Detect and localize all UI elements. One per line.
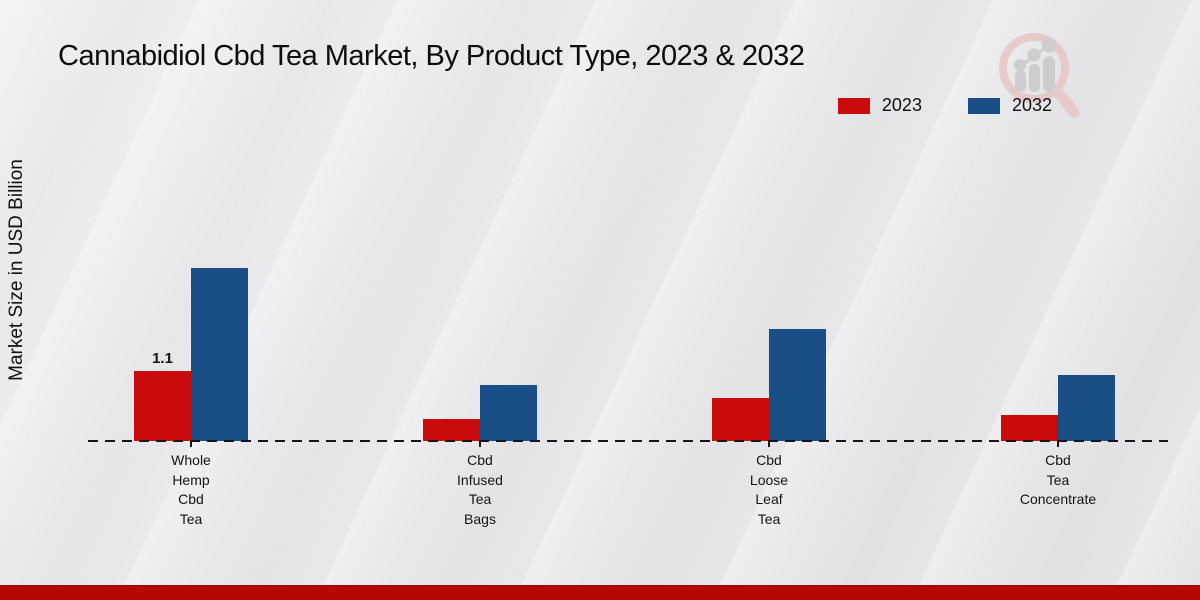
bar-2023-cbd-loose-leaf-tea bbox=[712, 398, 769, 441]
x-axis-label-whole-hemp-cbd-tea: Whole Hemp Cbd Tea bbox=[171, 452, 211, 527]
bar-2032-cbd-loose-leaf-tea bbox=[769, 329, 826, 441]
footer-band bbox=[0, 585, 1200, 600]
bar-2023-cbd-tea-concentrate bbox=[1001, 415, 1058, 441]
bar-2023-cbd-infused-tea-bags bbox=[423, 419, 480, 441]
x-axis-tick bbox=[768, 442, 770, 447]
legend-item-2032: 2032 bbox=[967, 95, 1052, 116]
legend-swatch-icon bbox=[837, 97, 870, 114]
bar-2023-whole-hemp-cbd-tea bbox=[134, 371, 191, 441]
x-axis-baseline bbox=[88, 440, 1168, 442]
x-axis-tick bbox=[479, 442, 481, 447]
legend-item-2023: 2023 bbox=[837, 95, 922, 116]
legend-label: 2032 bbox=[1011, 95, 1052, 115]
x-axis-label-cbd-infused-tea-bags: Cbd Infused Tea Bags bbox=[457, 452, 503, 527]
x-axis-tick bbox=[1057, 442, 1059, 447]
chart-title: Cannabidiol Cbd Tea Market, By Product T… bbox=[58, 40, 805, 72]
x-axis-tick bbox=[190, 442, 192, 447]
bar-2032-whole-hemp-cbd-tea bbox=[191, 268, 248, 441]
legend: 2023 2032 bbox=[837, 95, 1052, 116]
bar-2032-cbd-tea-concentrate bbox=[1058, 375, 1115, 441]
x-axis-label-cbd-loose-leaf-tea: Cbd Loose Leaf Tea bbox=[749, 452, 789, 527]
bar-2032-cbd-infused-tea-bags bbox=[480, 385, 537, 441]
magnifier-growth-logo-icon bbox=[999, 33, 1080, 118]
legend-swatch-icon bbox=[967, 97, 1000, 114]
legend-label: 2023 bbox=[881, 95, 922, 115]
bar-value-annotation: 1.1 bbox=[152, 350, 173, 367]
x-axis-label-cbd-tea-concentrate: Cbd Tea Concentrate bbox=[1019, 452, 1097, 507]
